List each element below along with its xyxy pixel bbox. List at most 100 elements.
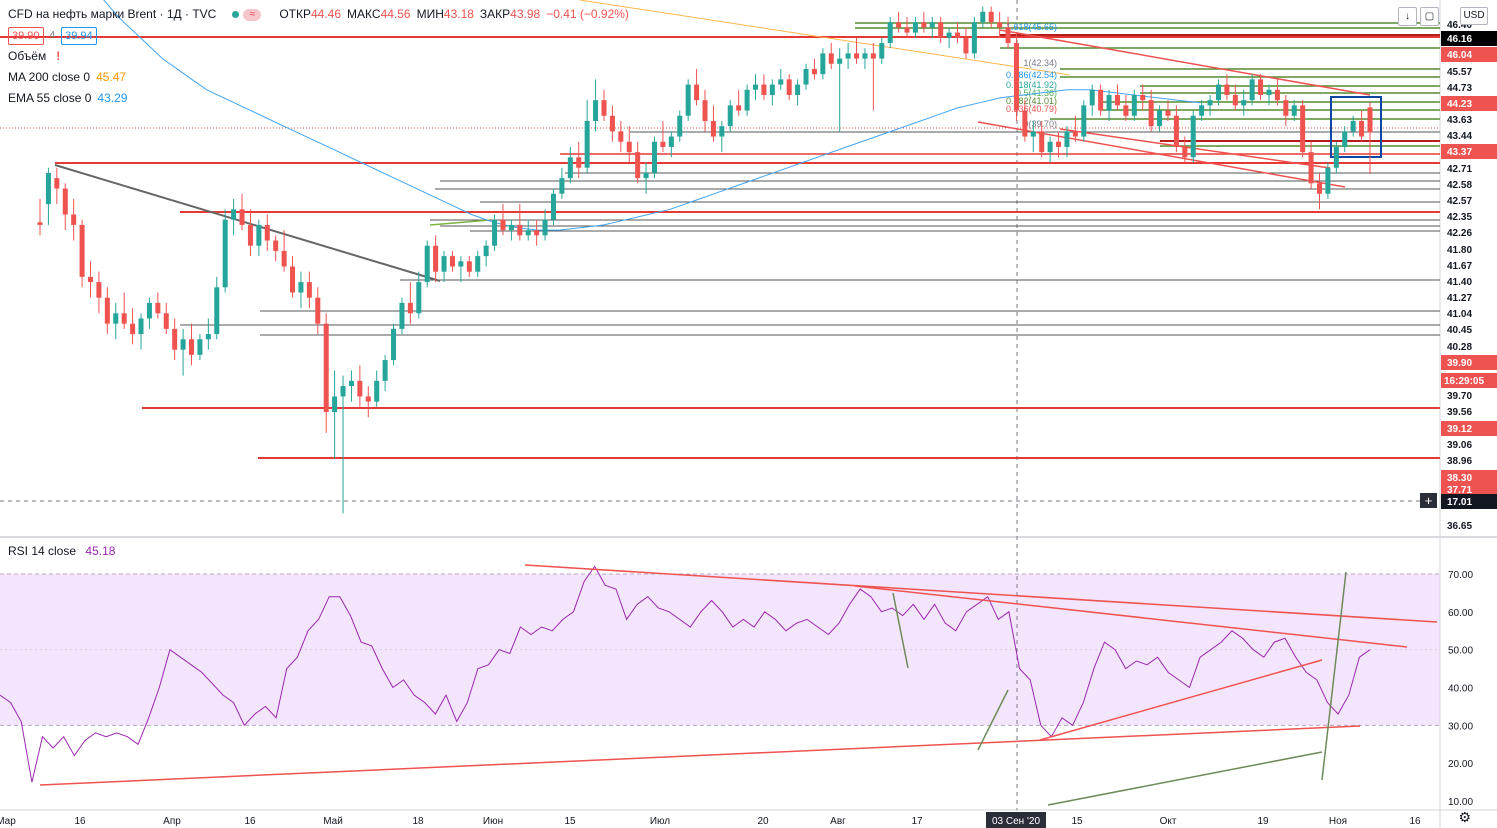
candle-body: [1013, 42, 1019, 111]
rsi-green-line-3: [1047, 751, 1323, 806]
candle-body: [407, 302, 413, 314]
candle-body: [1182, 146, 1188, 158]
candle-body: [744, 89, 750, 111]
candle-body: [1207, 100, 1213, 106]
price-axis-label: 41.04: [1447, 309, 1472, 320]
price-axis-label: 39.12: [1447, 424, 1472, 435]
candle-body: [710, 120, 716, 137]
symbol-title[interactable]: CFD на нефть марки Brent · 1Д · TVC: [8, 7, 217, 21]
high-label: МАКС: [347, 7, 381, 21]
candle-body: [988, 11, 994, 23]
candle-body: [1106, 94, 1112, 111]
candle-body: [449, 256, 455, 267]
candle-body: [1333, 146, 1339, 168]
countdown-bg: [1441, 373, 1497, 388]
candle-body: [256, 224, 262, 246]
candle-body: [1241, 100, 1247, 106]
rsi-axis-label: 70.00: [1448, 570, 1473, 581]
add-alert-plus-icon[interactable]: +: [1420, 493, 1437, 508]
volume-row[interactable]: Объём !: [8, 46, 631, 67]
candle-body: [811, 68, 817, 75]
candle-body: [778, 79, 784, 85]
candle-body: [643, 172, 649, 179]
price-label-bg: [1441, 494, 1497, 509]
price-axis-label: 39.06: [1447, 440, 1472, 451]
price-axis-label: 40.28: [1447, 342, 1472, 353]
price-axis-label: 39.70: [1447, 391, 1472, 402]
price-label-bg: [1441, 470, 1497, 485]
fib-level-label: 0.786(42.54): [1006, 70, 1057, 80]
candle-body: [593, 100, 599, 121]
compare-wave-icon[interactable]: ≈: [243, 8, 262, 21]
settings-gear-icon[interactable]: ⚙: [1458, 809, 1471, 825]
low-value: 43.18: [443, 7, 474, 21]
candle-body: [374, 380, 380, 402]
time-axis-label: Май: [323, 816, 343, 827]
candle-body: [332, 396, 338, 413]
candle-body: [508, 224, 514, 231]
candle-body: [1215, 84, 1221, 101]
candle-body: [1056, 141, 1062, 147]
candle-body: [1148, 100, 1154, 127]
warning-icon[interactable]: !: [56, 49, 61, 63]
price-label-bg: [1441, 47, 1497, 62]
candle-body: [424, 245, 430, 283]
candle-body: [1367, 107, 1373, 133]
candle-body: [306, 282, 312, 298]
time-axis-label: Авг: [830, 816, 846, 827]
candle-body: [340, 386, 346, 397]
candle-body: [54, 178, 60, 189]
candle-body: [399, 302, 405, 329]
candle-body: [525, 230, 531, 236]
candle-body: [635, 152, 641, 179]
candle-body: [365, 396, 371, 402]
price-axis-label: 44.73: [1447, 83, 1472, 94]
rsi-legend[interactable]: RSI 14 close 45.18: [8, 544, 115, 558]
maximize-pane-icon[interactable]: ▢: [1420, 7, 1439, 26]
candle-body: [685, 84, 691, 116]
candle-body: [559, 178, 565, 194]
candle-body: [416, 282, 422, 314]
candle-body: [104, 297, 110, 324]
ema55-row[interactable]: EMA 55 close 0 43.29: [8, 88, 631, 109]
candle-body: [290, 266, 296, 293]
price-axis-label: 37.71: [1447, 485, 1472, 496]
candle-body: [1308, 152, 1314, 184]
time-axis-label: 16: [74, 816, 86, 827]
price-axis-label: 44.23: [1447, 99, 1472, 110]
fib-level-label: 1.618(45.65): [1006, 22, 1057, 32]
candle-body: [997, 22, 1003, 28]
high-value: 44.56: [380, 7, 411, 21]
candle-body: [677, 115, 683, 137]
currency-button[interactable]: USD: [1460, 7, 1488, 25]
candle-body: [205, 334, 211, 340]
candle-body: [668, 136, 674, 147]
rsi-line: [0, 565, 1371, 783]
candle-body: [492, 219, 498, 246]
price-axis-label: 40.45: [1447, 325, 1472, 336]
candle-body: [239, 209, 245, 225]
buy-price-button[interactable]: 39.94: [61, 26, 97, 45]
price-label-bg: [1441, 96, 1497, 111]
countdown-label: 16:29:05: [1444, 376, 1484, 387]
rsi-green-line-2: [977, 689, 1009, 751]
sell-price-button[interactable]: 39.90: [8, 26, 44, 45]
candle-body: [441, 256, 447, 272]
candle-body: [929, 22, 935, 28]
ma200-row[interactable]: MA 200 close 0 45.47: [8, 67, 631, 88]
scroll-down-icon[interactable]: ↓: [1398, 7, 1417, 26]
candle-body: [298, 282, 304, 293]
candle-body: [1316, 183, 1323, 194]
selection-box: [1330, 96, 1382, 158]
time-axis-label: Апр: [163, 816, 181, 827]
fib-level-label: 0.618(41.92): [1006, 80, 1057, 90]
candle-body: [37, 222, 43, 225]
candle-body: [1232, 94, 1238, 106]
candle-body: [1114, 94, 1120, 106]
candle-body: [1300, 105, 1306, 153]
trendline-orange: [579, 0, 1071, 76]
candle-body: [466, 261, 472, 272]
candle-body: [567, 157, 573, 179]
candle-body: [828, 53, 834, 64]
